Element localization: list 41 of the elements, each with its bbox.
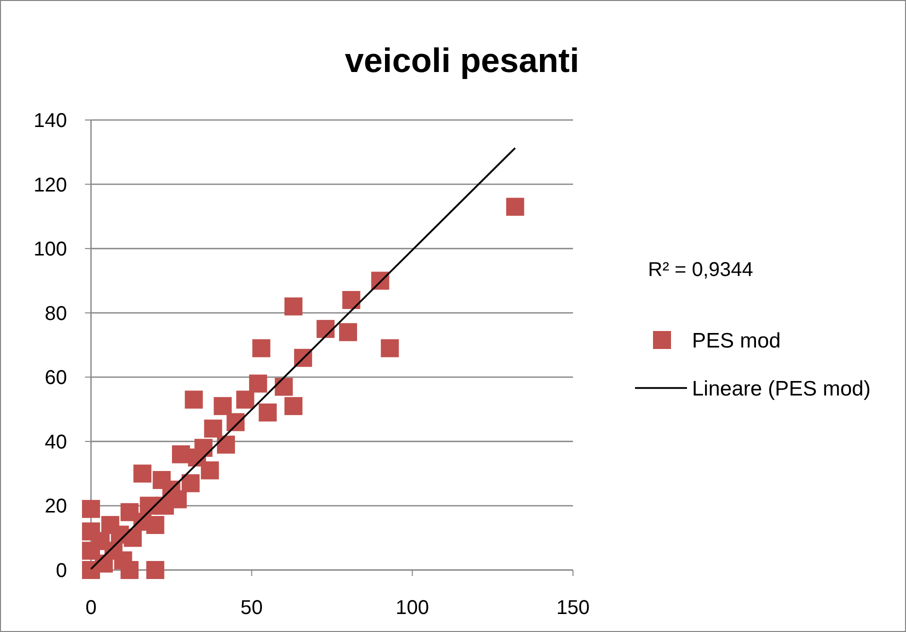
point: [133, 464, 152, 483]
x-tick-label: 0: [85, 597, 97, 619]
y-tick-label: 120: [34, 174, 67, 196]
point: [200, 461, 219, 480]
point: [380, 339, 399, 358]
y-tick-label: 40: [44, 431, 67, 454]
y-tick-label: 100: [34, 238, 67, 261]
legend-label: Lineare (PES mod): [692, 377, 871, 400]
point: [506, 198, 524, 216]
point: [172, 445, 190, 464]
chart-title: veicoli pesanti: [344, 42, 580, 80]
point: [342, 291, 360, 309]
point: [216, 436, 235, 454]
text: R² = 0,9344: [648, 259, 754, 281]
point: [236, 390, 254, 409]
point: [204, 420, 222, 438]
legend-label: PES mod: [692, 329, 781, 352]
x-tick-label: 150: [556, 597, 590, 619]
point: [284, 297, 302, 316]
point: [146, 516, 164, 534]
y-tick-label: 140: [34, 110, 67, 132]
point: [214, 397, 232, 416]
point: [146, 561, 164, 579]
point: [82, 500, 100, 518]
point: [120, 561, 139, 579]
point: [182, 474, 200, 492]
point: [258, 404, 277, 422]
y-tick-label: 20: [44, 496, 67, 518]
point: [184, 390, 203, 409]
y-tick-label: 0: [56, 560, 67, 582]
point: [274, 378, 293, 396]
y-tick-label: 80: [44, 302, 67, 325]
x-tick-label: 100: [396, 597, 430, 619]
y-tick-label: 60: [44, 367, 67, 390]
point: [194, 438, 212, 457]
point: [316, 320, 335, 338]
point: [339, 323, 358, 342]
x-tick-label: 50: [240, 597, 263, 619]
point: [249, 374, 268, 393]
point: [252, 339, 270, 358]
point: [284, 397, 302, 416]
